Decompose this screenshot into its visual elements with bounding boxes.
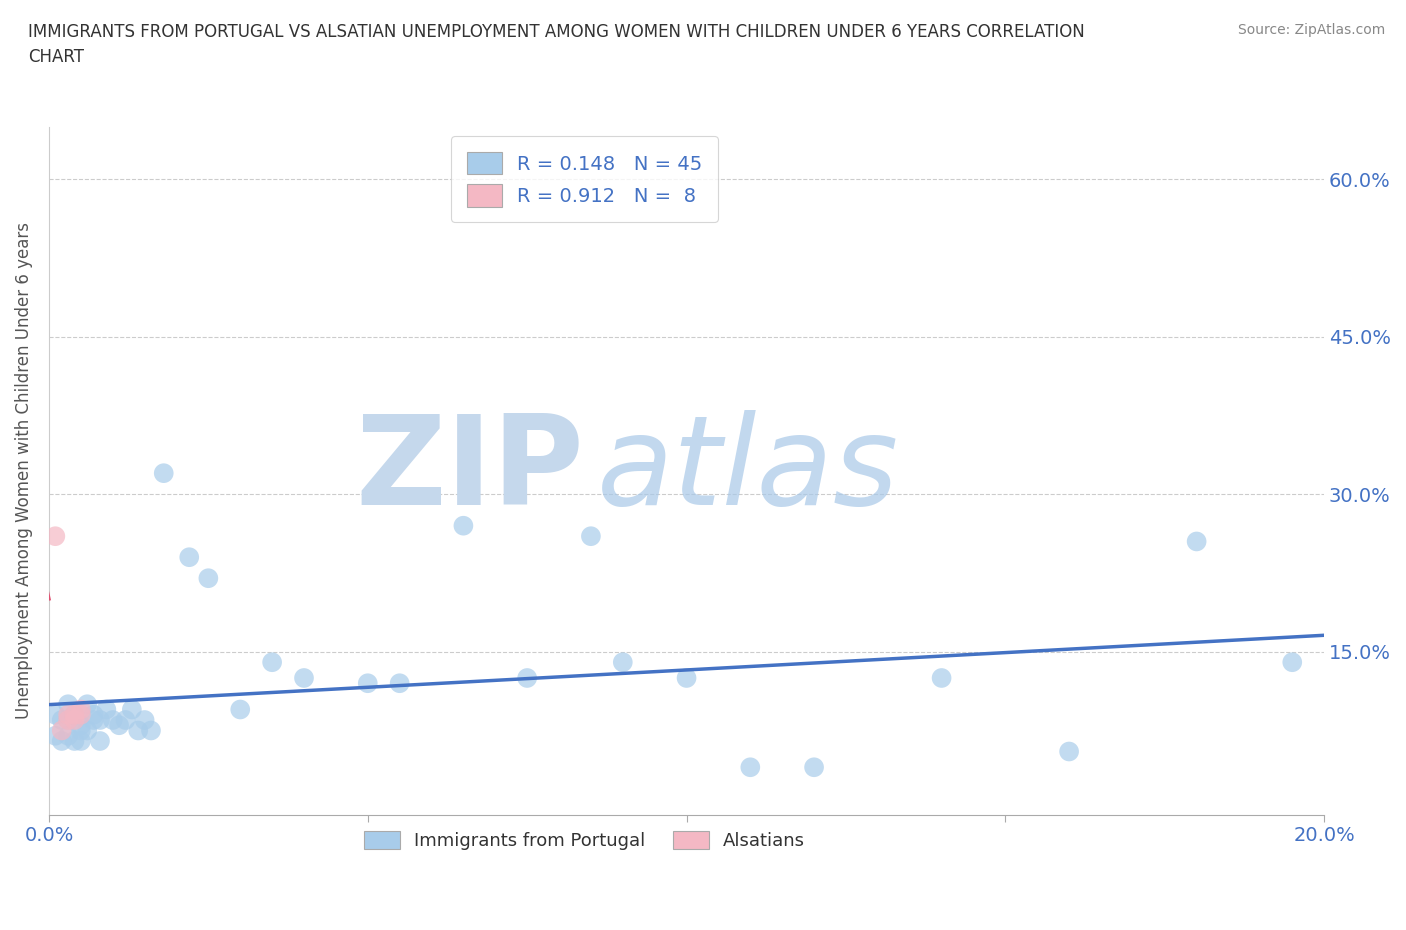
Point — [44, 728, 66, 743]
Point — [516, 671, 538, 685]
Point — [76, 723, 98, 737]
Point — [114, 712, 136, 727]
Point — [675, 671, 697, 685]
Point — [229, 702, 252, 717]
Point — [152, 466, 174, 481]
Point — [63, 712, 86, 727]
Point — [89, 734, 111, 749]
Point — [56, 697, 79, 711]
Point — [179, 550, 201, 565]
Point — [108, 718, 131, 733]
Point — [127, 723, 149, 737]
Point — [51, 734, 73, 749]
Y-axis label: Unemployment Among Women with Children Under 6 years: Unemployment Among Women with Children U… — [15, 222, 32, 719]
Point — [44, 708, 66, 723]
Point — [63, 708, 86, 723]
Point — [70, 723, 93, 737]
Point — [121, 702, 143, 717]
Point — [83, 712, 105, 727]
Point — [579, 529, 602, 544]
Point — [292, 671, 315, 685]
Point — [76, 697, 98, 711]
Text: IMMIGRANTS FROM PORTUGAL VS ALSATIAN UNEMPLOYMENT AMONG WOMEN WITH CHILDREN UNDE: IMMIGRANTS FROM PORTUGAL VS ALSATIAN UNE… — [28, 23, 1085, 66]
Point — [388, 676, 411, 691]
Point — [101, 712, 124, 727]
Point — [134, 712, 156, 727]
Point — [51, 712, 73, 727]
Point — [70, 734, 93, 749]
Point — [96, 702, 118, 717]
Point — [197, 571, 219, 586]
Point — [56, 728, 79, 743]
Point — [1185, 534, 1208, 549]
Point — [740, 760, 762, 775]
Point — [63, 734, 86, 749]
Point — [1057, 744, 1080, 759]
Point — [89, 712, 111, 727]
Point — [56, 712, 79, 727]
Point — [70, 702, 93, 717]
Text: ZIP: ZIP — [356, 410, 585, 531]
Text: atlas: atlas — [598, 410, 900, 531]
Point — [56, 712, 79, 727]
Point — [83, 708, 105, 723]
Point — [1281, 655, 1303, 670]
Point — [51, 723, 73, 737]
Point — [262, 655, 284, 670]
Point — [70, 718, 93, 733]
Legend: Immigrants from Portugal, Alsatians: Immigrants from Portugal, Alsatians — [357, 823, 813, 857]
Point — [357, 676, 380, 691]
Point — [803, 760, 825, 775]
Point — [453, 518, 475, 533]
Point — [70, 708, 93, 723]
Point — [44, 529, 66, 544]
Point — [931, 671, 953, 685]
Point — [63, 708, 86, 723]
Point — [56, 708, 79, 723]
Point — [139, 723, 162, 737]
Point — [612, 655, 634, 670]
Text: Source: ZipAtlas.com: Source: ZipAtlas.com — [1237, 23, 1385, 37]
